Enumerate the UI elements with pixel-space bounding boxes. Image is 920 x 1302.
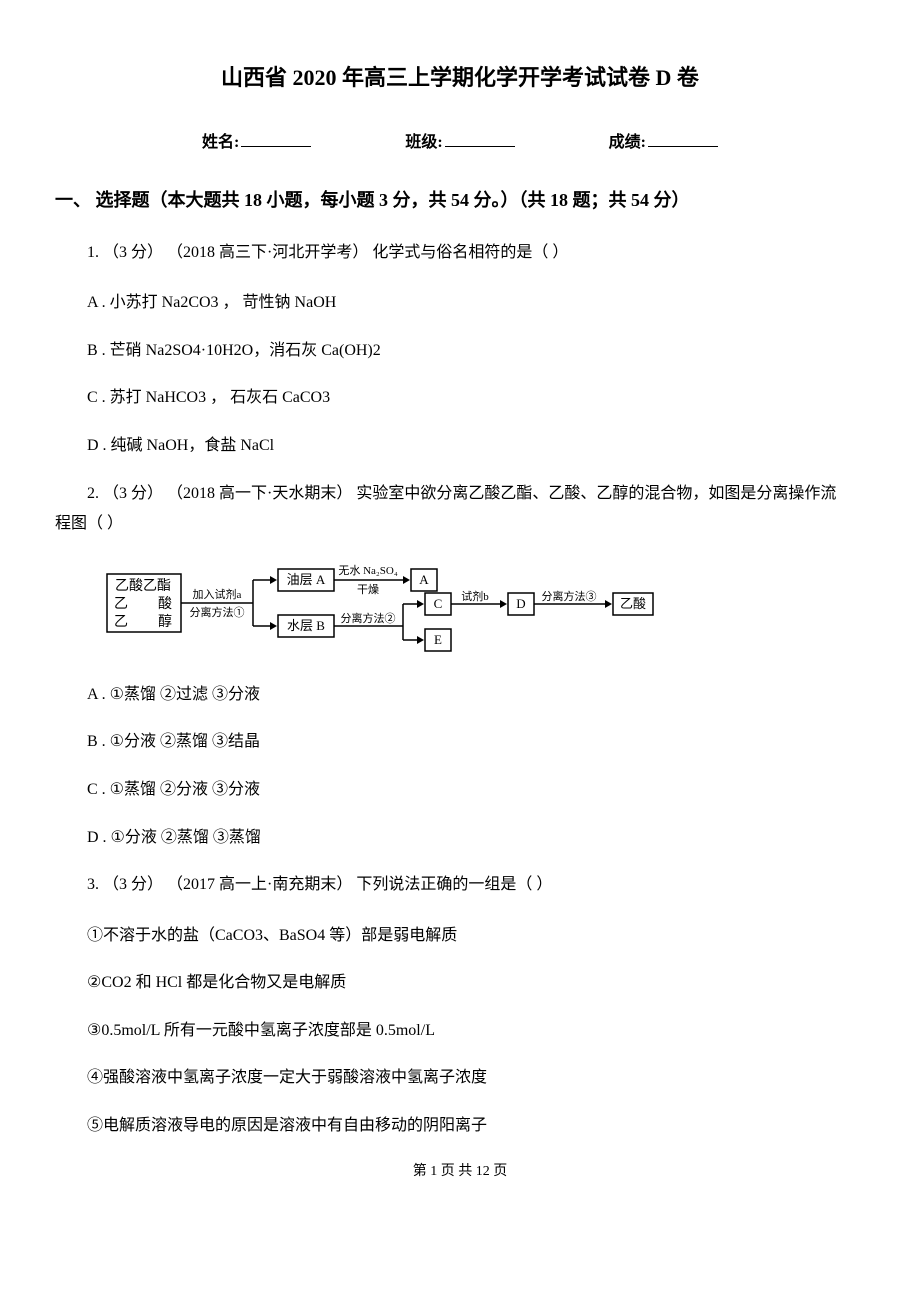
start-line3: 乙醇 [114, 613, 172, 630]
student-info-line: 姓名: 班级: 成绩: [55, 130, 865, 156]
q3-statement-4: ④强酸溶液中氢离子浓度一定大于弱酸溶液中氢离子浓度 [55, 1065, 865, 1091]
class-blank [445, 146, 515, 147]
exam-title: 山西省 2020 年高三上学期化学开学考试试卷 D 卷 [55, 60, 865, 95]
q2-option-a: A . ①蒸馏 ②过滤 ③分液 [55, 682, 865, 708]
q3-statement-2: ②CO2 和 HCl 都是化合物又是电解质 [55, 970, 865, 996]
arrow2-down-head [417, 636, 424, 644]
arrow-d-head [605, 600, 612, 608]
arrow-c-head [500, 600, 507, 608]
arrow1-bottom-label: 分离方法① [190, 605, 245, 619]
section-header: 一、 选择题（本大题共 18 小题，每小题 3 分，共 54 分。）（共 18 … [55, 186, 865, 215]
arrow-oil-bottom-label: 干燥 [357, 583, 379, 596]
question-2-stem-line2: 程图（ ） [55, 511, 865, 537]
arrow-d-label: 分离方法③ [542, 589, 597, 603]
q3-statement-5: ⑤电解质溶液导电的原因是溶液中有自由移动的阴阳离子 [55, 1113, 865, 1139]
start-line1: 乙酸乙酯 [115, 578, 171, 594]
q2-option-d: D . ①分液 ②蒸馏 ③蒸馏 [55, 825, 865, 851]
q3-statement-1: ①不溶于水的盐（CaCO3、BaSO4 等）部是弱电解质 [55, 923, 865, 949]
q1-option-b: B . 芒硝 Na2SO4·10H2O，消石灰 Ca(OH)2 [55, 338, 865, 364]
q3-statement-3: ③0.5mol/L 所有一元酸中氢离子浓度部是 0.5mol/L [55, 1018, 865, 1044]
score-blank [648, 146, 718, 147]
q1-option-a: A . 小苏打 Na2CO3 ， 苛性钠 NaOH [55, 290, 865, 316]
flow-diagram-svg: 乙酸乙酯 乙酸 乙醇 加入试剂a 分离方法① 油层 A 水层 B 无水 Na₂S… [105, 562, 745, 652]
arrow-down-head [270, 622, 277, 630]
q2-option-c: C . ①蒸馏 ②分液 ③分液 [55, 777, 865, 803]
end-box-label: 乙酸 [620, 596, 646, 611]
question-3-stem: 3. （3 分） （2017 高一上·南充期末） 下列说法正确的一组是（ ） [55, 872, 865, 898]
arrow-oil-top-label: 无水 Na₂SO₄ [338, 564, 397, 577]
arrow1-top-label: 加入试剂a [193, 587, 242, 601]
score-label: 成绩: [609, 134, 646, 151]
question-1-stem: 1. （3 分） （2018 高三下·河北开学考） 化学式与俗名相符的是（ ） [55, 240, 865, 266]
q1-option-c: C . 苏打 NaHCO3 ， 石灰石 CaCO3 [55, 385, 865, 411]
arrow-oil-head [403, 576, 410, 584]
start-line2: 乙酸 [114, 596, 172, 612]
box-a-label: A [419, 572, 429, 587]
arrow-up-head [270, 576, 277, 584]
q1-option-d: D . 纯碱 NaOH，食盐 NaCl [55, 433, 865, 459]
oil-layer-label: 油层 A [287, 572, 326, 587]
arrow2-up-head [417, 600, 424, 608]
box-c-label: C [434, 596, 443, 611]
arrow-c-top-label: 试剂b [461, 589, 489, 603]
box-e-label: E [434, 632, 442, 647]
class-label: 班级: [405, 134, 442, 151]
question-2-stem-line1: 2. （3 分） （2018 高一下·天水期末） 实验室中欲分离乙酸乙酯、乙酸、… [55, 481, 865, 507]
q2-option-b: B . ①分液 ②蒸馏 ③结晶 [55, 729, 865, 755]
water-layer-label: 水层 B [287, 618, 325, 633]
arrow-water-label: 分离方法② [341, 611, 396, 625]
box-d-label: D [516, 596, 525, 611]
page-footer: 第 1 页 共 12 页 [55, 1161, 865, 1183]
name-label: 姓名: [202, 134, 239, 151]
name-blank [241, 146, 311, 147]
flow-diagram: 乙酸乙酯 乙酸 乙醇 加入试剂a 分离方法① 油层 A 水层 B 无水 Na₂S… [85, 562, 865, 652]
